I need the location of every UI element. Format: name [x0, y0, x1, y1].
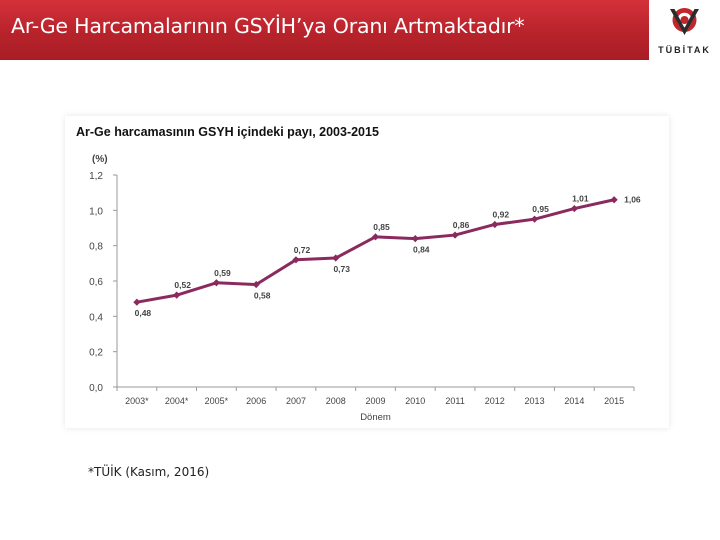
data-label: 0,52: [174, 280, 191, 290]
slide-title: Ar-Ge Harcamalarının GSYİH’ya Oranı Artm…: [11, 14, 525, 38]
chart-title: Ar-Ge harcamasının GSYH içindeki payı, 2…: [76, 125, 379, 139]
data-point: [411, 235, 419, 243]
x-tick-label: 2004*: [165, 396, 189, 406]
x-tick-label: 2003*: [125, 396, 149, 406]
data-label: 1,06: [624, 195, 641, 205]
x-tick-label: 2009: [365, 396, 385, 406]
data-label: 0,86: [453, 220, 470, 230]
x-tick-label: 2013: [525, 396, 545, 406]
x-tick-label: 2006: [246, 396, 266, 406]
x-tick-label: 2010: [405, 396, 425, 406]
series-line: [136, 198, 615, 304]
title-bar: Ar-Ge Harcamalarının GSYİH’ya Oranı Artm…: [0, 0, 720, 60]
source-footnote: *TÜİK (Kasım, 2016): [88, 465, 210, 479]
chart-panel: [65, 116, 669, 428]
data-point: [570, 204, 578, 213]
x-tick-label: 2011: [445, 396, 464, 406]
x-tick-label: 2014: [564, 396, 584, 406]
data-point: [371, 233, 380, 241]
y-tick-label: 0,0: [89, 383, 103, 394]
logo-area: TÜBİTAK: [649, 0, 720, 60]
data-point: [451, 231, 459, 239]
data-point: [332, 254, 340, 262]
x-axis-title: Dönem: [360, 412, 391, 423]
y-tick-label: 0,6: [89, 277, 103, 288]
x-tick-label: 2005*: [205, 396, 229, 406]
data-point: [530, 215, 539, 223]
y-tick-label: 0,4: [89, 312, 103, 323]
data-point: [610, 196, 618, 204]
data-point: [212, 279, 221, 287]
data-point: [173, 291, 181, 299]
y-tick-label: 0,2: [89, 348, 103, 359]
y-tick-label: 0,8: [89, 242, 103, 253]
logo-wordmark: TÜBİTAK: [658, 45, 711, 55]
data-label: 0,48: [135, 308, 152, 318]
y-tick-label: 1,0: [89, 206, 103, 217]
data-point: [491, 220, 499, 229]
data-point: [133, 298, 141, 306]
data-point: [252, 280, 260, 289]
x-tick-label: 2012: [485, 396, 505, 406]
data-label: 0,95: [532, 204, 549, 214]
x-tick-label: 2008: [326, 396, 346, 406]
x-tick-label: 2015: [604, 396, 624, 406]
y-tick-label: 1,2: [89, 171, 103, 182]
data-label: 0,92: [493, 209, 510, 219]
y-axis-unit: (%): [92, 154, 108, 165]
data-label: 0,85: [373, 222, 390, 232]
data-label: 0,72: [294, 245, 311, 255]
x-tick-label: 2007: [286, 396, 306, 406]
tubitak-logo-icon: [670, 8, 699, 35]
data-label: 0,84: [413, 245, 430, 255]
data-label: 0,59: [214, 268, 231, 278]
data-label: 0,58: [254, 291, 271, 301]
data-point: [292, 256, 300, 264]
data-label: 1,01: [572, 194, 589, 204]
data-label: 0,73: [333, 264, 350, 274]
